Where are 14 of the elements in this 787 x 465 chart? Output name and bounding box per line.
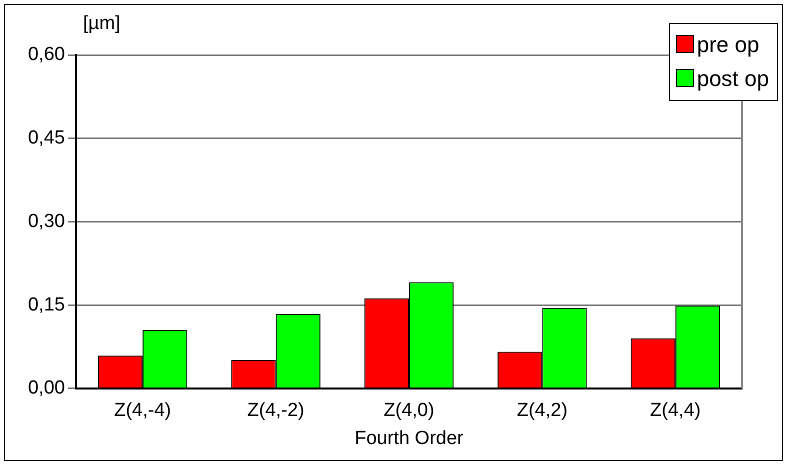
x-tick-label: Z(4,2) <box>516 400 568 422</box>
legend-label: post op <box>696 66 769 91</box>
x-tick-label: Z(4,4) <box>650 400 701 422</box>
y-tick-label: 0,00 <box>28 378 65 399</box>
y-tick-label: 0,60 <box>28 44 65 66</box>
legend-label: pre op <box>696 32 760 57</box>
y-axis-title: [µm] <box>83 13 120 35</box>
y-tick-label: 0,30 <box>28 210 65 232</box>
y-tick-label: 0,45 <box>28 128 65 149</box>
x-tick-label: Z(4,-2) <box>247 400 304 422</box>
x-axis-title: Fourth Order <box>354 428 464 449</box>
x-tick-label: Z(4,0) <box>384 400 434 422</box>
y-tick-label: 0,15 <box>28 294 65 316</box>
x-tick-label: Z(4,-4) <box>114 400 172 422</box>
